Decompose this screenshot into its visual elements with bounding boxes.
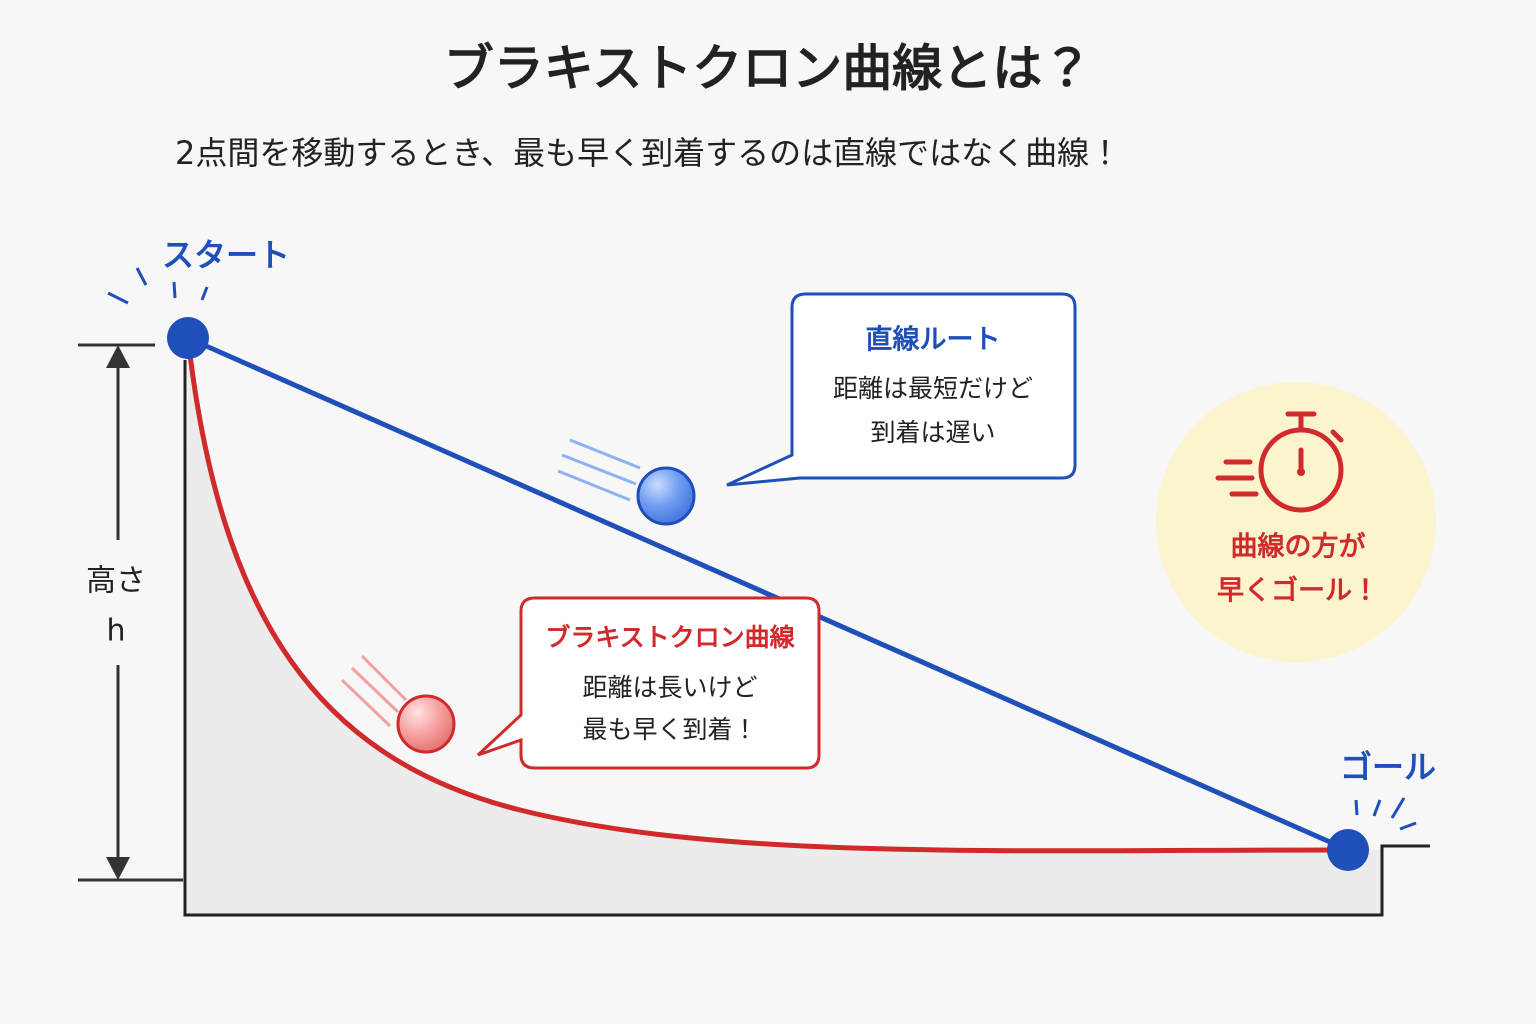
box-title: ブラキストクロン曲線: [545, 623, 795, 652]
straight-route: [186, 335, 1350, 853]
goal-label: ゴール: [1340, 748, 1436, 786]
sparkle: [107, 267, 1417, 831]
badge-text: 曲線の方が: [1231, 531, 1366, 563]
start-point: [167, 317, 209, 359]
callout-box: [476, 596, 821, 770]
stopwatch-icon: [1215, 411, 1344, 513]
box-text: 最も早く到着！: [582, 715, 757, 744]
box-text: 距離は最短だけど: [833, 374, 1033, 403]
ground-line: [183, 360, 1430, 917]
blue-ball: [636, 466, 696, 526]
height-label: 高さ: [86, 564, 146, 599]
goal-point: [1327, 829, 1369, 871]
arrow-head: [106, 857, 130, 880]
speed-lines: [557, 438, 641, 502]
height-symbol: h: [106, 614, 125, 649]
brachistochrone-curve: [185, 337, 1341, 854]
height-indicator: [78, 343, 183, 882]
speed-lines: [340, 654, 408, 728]
subtitle: 2点間を移動するとき、最も早く到着するのは直線ではなく曲線！: [175, 134, 1121, 172]
arrow-head: [106, 345, 130, 368]
ground-fill: [185, 338, 1382, 915]
box-title: 直線ルート: [866, 325, 1001, 356]
box-text: 到着は遅い: [870, 418, 995, 447]
start-label: スタート: [162, 236, 290, 274]
callout-box: [726, 292, 1077, 487]
box-text: 距離は長いけど: [582, 673, 757, 702]
badge-text: 早くゴール！: [1217, 575, 1379, 607]
stopwatch-center: [1297, 468, 1305, 476]
badge-bg: [1156, 382, 1436, 662]
title: ブラキストクロン曲線とは？: [444, 40, 1093, 98]
red-ball: [396, 694, 456, 754]
